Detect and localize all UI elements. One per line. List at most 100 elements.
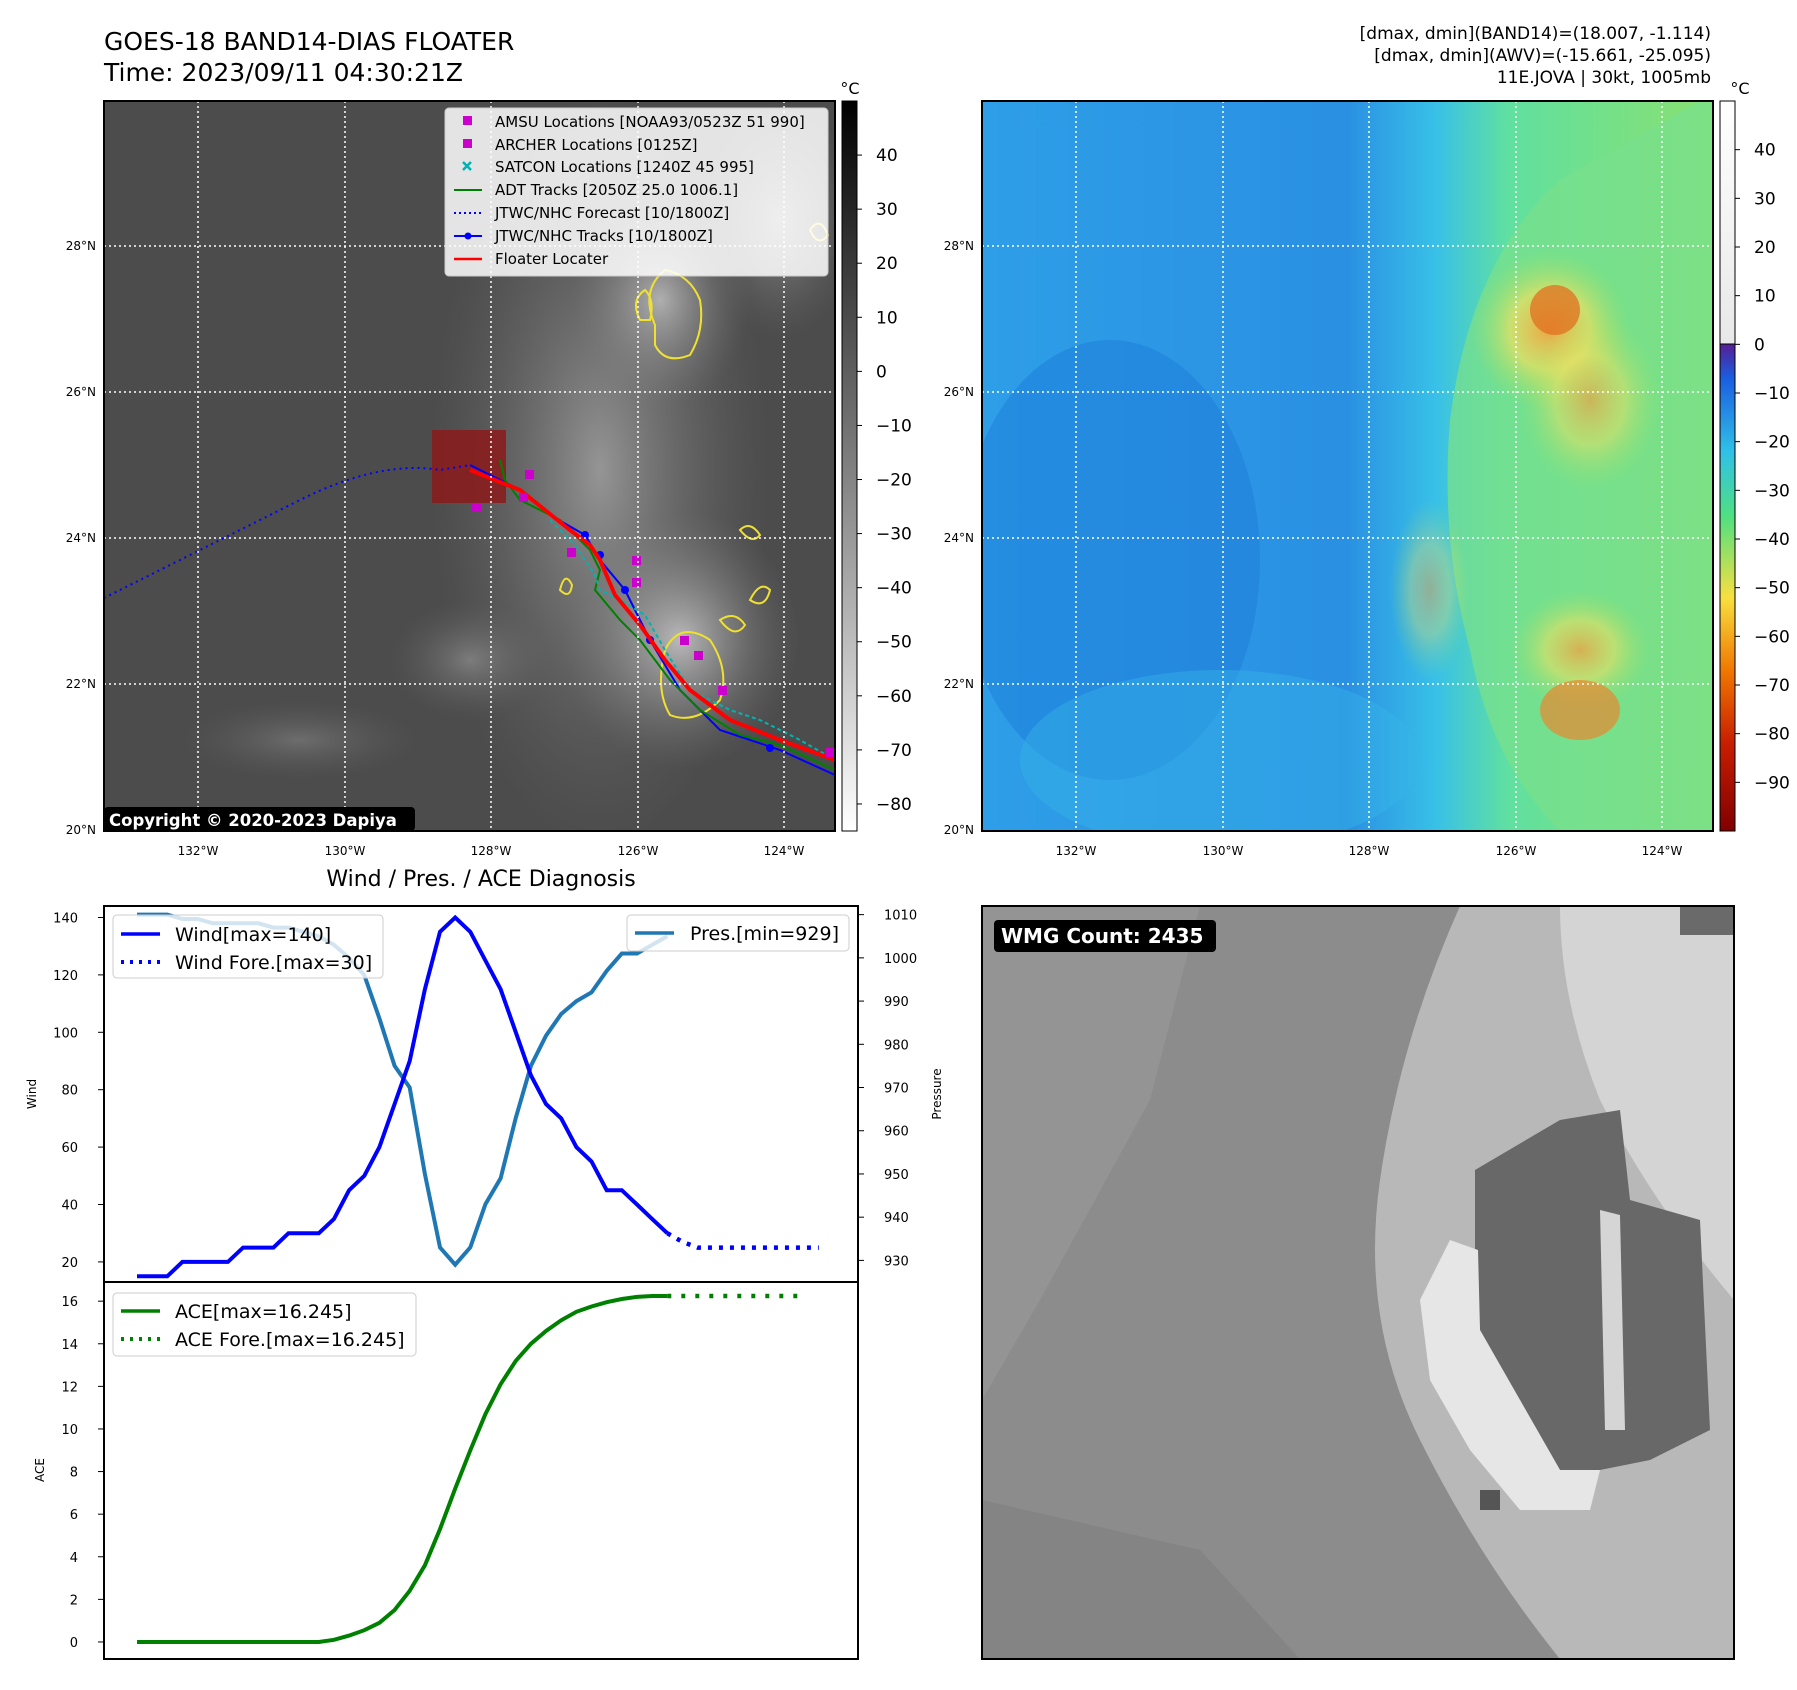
floater-box — [432, 430, 506, 503]
wind-line — [137, 914, 669, 1279]
ace-legend: ACE[max=16.245] ACE Fore.[max=16.245] — [112, 1292, 417, 1357]
pressure-axis-tick-label: 950 — [884, 1168, 909, 1183]
legend-marker-archer — [463, 139, 472, 148]
wind-legend: Wind[max=140] Wind Fore.[max=30] — [112, 914, 384, 979]
lat-tick-20-right: 20°N — [944, 823, 974, 837]
legend-archer: ARCHER Locations [0125Z] — [495, 136, 698, 154]
legend-ace-fore: ACE Fore.[max=16.245] — [175, 1329, 405, 1351]
ace-axis-tick-label: 2 — [70, 1593, 78, 1608]
lon-tick-130-right: 130°W — [1203, 844, 1244, 858]
lon-tick-132: 132°W — [178, 844, 219, 858]
awv-colorbar-tick-label: −70 — [1754, 676, 1790, 696]
awv-colorbar-tick-label: −20 — [1754, 433, 1790, 453]
pressure-axis-tick-label: 940 — [884, 1211, 909, 1226]
ace-axis-tick-label: 14 — [61, 1338, 78, 1353]
legend-forecast: JTWC/NHC Forecast [10/1800Z] — [494, 204, 729, 222]
lat-tick-24: 24°N — [66, 531, 96, 545]
legend-wind: Wind[max=140] — [175, 924, 331, 946]
ir-map-panel: AMSU Locations [NOAA93/0523Z 51 990] ARC… — [66, 79, 912, 858]
band14-colorbar-tick-label: 20 — [876, 254, 898, 274]
wmg-panel: WMG Count: 2435 — [981, 905, 1735, 1660]
wind-axis-label: Wind — [25, 1079, 39, 1109]
lon-tick-130: 130°W — [325, 844, 366, 858]
awv-colorbar-tick-label: −50 — [1754, 579, 1790, 599]
wind-axis-tick-label: 120 — [53, 969, 78, 984]
diagnosis-title: Wind / Pres. / ACE Diagnosis — [326, 867, 635, 892]
legend-floater: Floater Locater — [495, 250, 609, 268]
band14-colorbar-tick-label: 30 — [876, 200, 898, 220]
lon-tick-128: 128°W — [471, 844, 512, 858]
wind-pressure-panel: 20 40 60 80 100 120 140 930 940 950 960 970 980 990 1… — [25, 905, 944, 1283]
awv-colorbar-tick-label: −80 — [1754, 725, 1790, 745]
map-legend: AMSU Locations [NOAA93/0523Z 51 990] ARC… — [444, 107, 829, 277]
awv-colorbar-tick-label: −30 — [1754, 481, 1790, 501]
lat-tick-26-right: 26°N — [944, 385, 974, 399]
awv-map-panel: 28°N 26°N 24°N 22°N 20°N 132°W 130°W 128… — [944, 79, 1790, 858]
legend-ace: ACE[max=16.245] — [175, 1301, 352, 1323]
ace-axis-tick-label: 16 — [61, 1295, 78, 1310]
band14-colorbar-tick-label: −30 — [876, 525, 912, 545]
pressure-axis-tick-label: 990 — [884, 995, 909, 1010]
pressure-axis-tick-label: 980 — [884, 1038, 909, 1053]
lat-tick-20: 20°N — [66, 823, 96, 837]
pressure-axis-tick-label: 960 — [884, 1125, 909, 1140]
awv-colorbar-tick-label: 40 — [1754, 141, 1776, 161]
pressure-axis-tick-label: 1000 — [884, 952, 917, 967]
lon-tick-132-right: 132°W — [1056, 844, 1097, 858]
legend-adt: ADT Tracks [2050Z 25.0 1006.1] — [495, 181, 738, 199]
wind-axis-tick-label: 140 — [53, 911, 78, 926]
lat-tick-22-right: 22°N — [944, 677, 974, 691]
pressure-legend: Pres.[min=929] — [626, 914, 850, 952]
legend-satcon: SATCON Locations [1240Z 45 995] — [495, 158, 754, 176]
wind-axis-tick-label: 20 — [61, 1256, 78, 1271]
info-storm: 11E.JOVA | 30kt, 1005mb — [1497, 68, 1711, 88]
lat-tick-26: 26°N — [66, 385, 96, 399]
legend-wind-fore: Wind Fore.[max=30] — [175, 952, 372, 974]
wind-axis-tick-label: 40 — [61, 1199, 78, 1214]
figure-title: GOES-18 BAND14-DIAS FLOATER — [104, 27, 514, 56]
awv-colorbar: °C 40 30 20 10 0 −10 −20 −30 −40 −50 −60 −70 −80 −90 — [1719, 79, 1790, 832]
colorbar-unit-left: °C — [840, 79, 859, 98]
lon-tick-124: 124°W — [764, 844, 805, 858]
ace-axis-tick-label: 12 — [61, 1380, 78, 1395]
legend-tracks: JTWC/NHC Tracks [10/1800Z] — [494, 227, 713, 245]
lon-tick-126: 126°W — [618, 844, 659, 858]
lat-tick-28: 28°N — [66, 239, 96, 253]
legend-pressure: Pres.[min=929] — [690, 923, 839, 945]
ace-line — [137, 1294, 668, 1644]
copyright: Copyright © 2020-2023 Dapiya — [109, 811, 397, 830]
legend-marker-amsu — [463, 116, 472, 125]
band14-colorbar-tick-label: −80 — [876, 795, 912, 815]
wind-axis-tick-label: 60 — [61, 1141, 78, 1156]
lon-tick-124-right: 124°W — [1642, 844, 1683, 858]
colorbar-unit-right: °C — [1730, 79, 1749, 98]
figure-time: Time: 2023/09/11 04:30:21Z — [103, 58, 463, 87]
lat-tick-28-right: 28°N — [944, 239, 974, 253]
awv-colorbar-tick-label: −60 — [1754, 627, 1790, 647]
band14-colorbar-tick-label: 10 — [876, 308, 898, 328]
wind-forecast-line — [666, 1231, 819, 1250]
ace-axis-tick-label: 8 — [70, 1466, 78, 1481]
pressure-axis-tick-label: 970 — [884, 1082, 909, 1097]
awv-colorbar-tick-label: 20 — [1754, 238, 1776, 258]
awv-colorbar-tick-label: −90 — [1754, 773, 1790, 793]
pressure-axis-tick-label: 930 — [884, 1254, 909, 1269]
ace-axis-label: ACE — [33, 1458, 47, 1482]
ace-axis-tick-label: 6 — [70, 1508, 78, 1523]
band14-colorbar-tick-label: −60 — [876, 687, 912, 707]
pressure-axis-label: Pressure — [930, 1068, 944, 1119]
awv-colorbar-tick-label: 30 — [1754, 189, 1776, 209]
ace-panel: 0 2 4 6 8 10 12 14 16 ACE ACE[max=16.245] ACE Fo… — [33, 1281, 859, 1660]
band14-colorbar-tick-label: 0 — [876, 362, 887, 382]
wind-axis-tick-label: 100 — [53, 1026, 78, 1041]
band14-colorbar-tick-label: −20 — [876, 471, 912, 491]
wmg-count: WMG Count: 2435 — [1001, 924, 1203, 948]
awv-colorbar-tick-label: 0 — [1754, 335, 1765, 355]
ace-axis-tick-label: 10 — [61, 1423, 78, 1438]
awv-colorbar-tick-label: 10 — [1754, 287, 1776, 307]
ace-axis-tick-label: 0 — [70, 1636, 78, 1651]
copyright-box — [104, 807, 415, 831]
legend-marker-satcon — [462, 161, 472, 171]
band14-colorbar-tick-label: −10 — [876, 416, 912, 436]
